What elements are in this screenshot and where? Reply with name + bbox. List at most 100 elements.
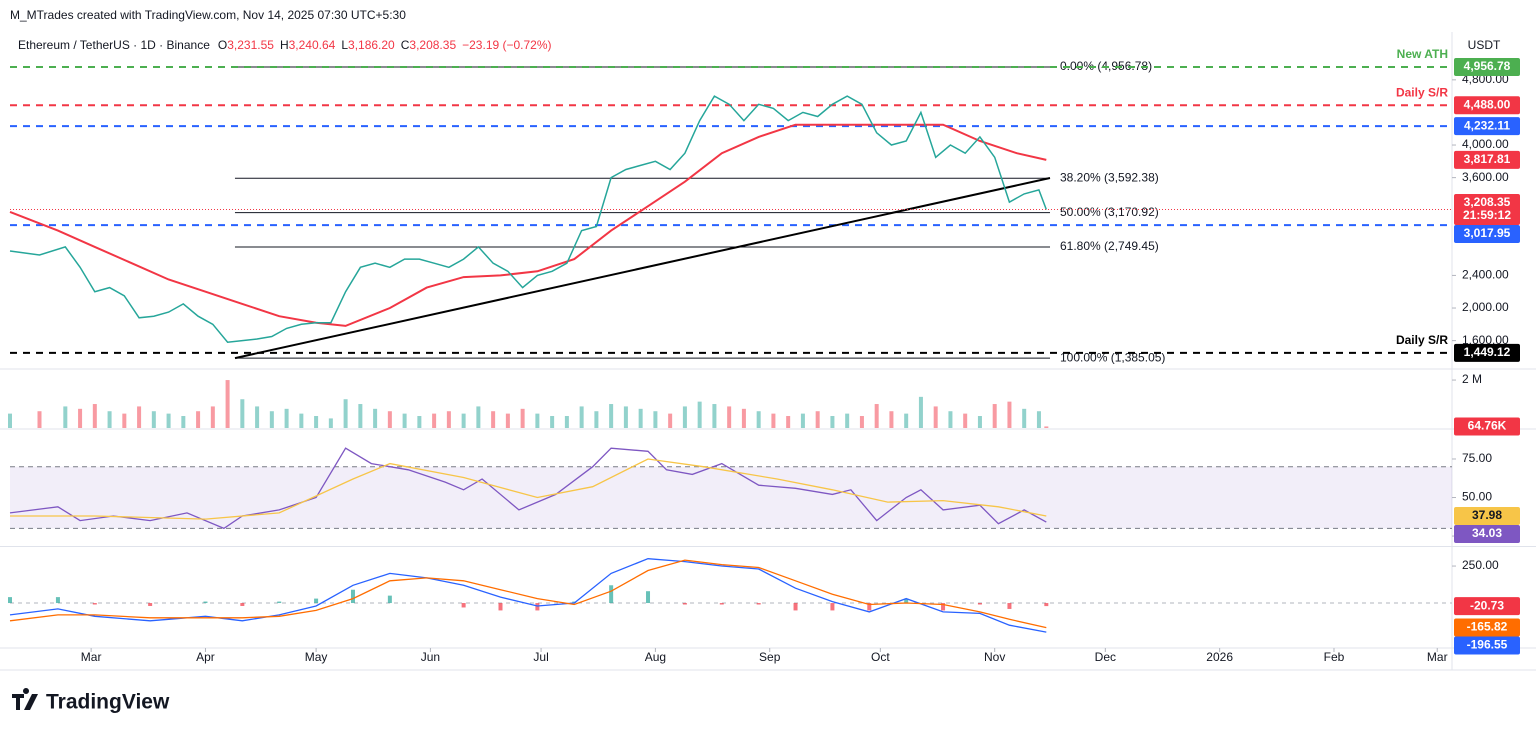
- price-tag: [1454, 507, 1520, 526]
- ohlc-key: L: [341, 38, 348, 52]
- volume-bar: [800, 413, 805, 428]
- histogram-bar: [941, 603, 946, 611]
- y-tick-label: 75.00: [1462, 451, 1492, 465]
- histogram-bar: [314, 598, 319, 604]
- price-tag: [1454, 636, 1520, 655]
- volume-bar: [491, 411, 496, 428]
- volume-bar: [166, 413, 171, 428]
- x-tick-label: May: [305, 650, 328, 664]
- x-tick-label: Dec: [1095, 650, 1116, 664]
- volume-bar: [756, 411, 761, 428]
- volume-bar: [845, 413, 850, 428]
- price-tag-label: 4,488.00: [1464, 97, 1511, 111]
- price-tag-label: 3,208.35: [1464, 195, 1511, 209]
- y-tick-label: 250.00: [1462, 558, 1499, 572]
- x-tick-label: 2026: [1206, 650, 1233, 664]
- rsi-line: [9, 447, 1047, 530]
- volume-bar: [122, 413, 127, 428]
- level-text: Daily S/R: [1396, 333, 1448, 347]
- price-tag: [1454, 597, 1520, 616]
- volume-bar: [771, 413, 776, 428]
- volume-bar: [830, 416, 835, 428]
- price-tag-label: 3,817.81: [1464, 152, 1511, 166]
- histogram-bar: [682, 603, 687, 605]
- volume-bar: [196, 411, 201, 428]
- volume-bar: [461, 413, 466, 428]
- volume-bar: [181, 416, 186, 428]
- volume-bar: [269, 411, 274, 428]
- ohlc-value: 3,186.20: [348, 38, 395, 52]
- volume-bar: [1044, 426, 1049, 428]
- macd-line: [9, 558, 1047, 633]
- volume-bar: [948, 411, 953, 428]
- x-tick-label: Sep: [759, 650, 781, 664]
- y-tick-label: 4,000.00: [1462, 137, 1509, 151]
- volume-bar: [343, 399, 348, 428]
- logo: TradingView: [12, 688, 170, 714]
- volume-bar: [1007, 401, 1012, 428]
- volume-bar: [933, 406, 938, 428]
- volume-bar: [284, 408, 289, 428]
- y-tick-label: 2,000.00: [1462, 300, 1509, 314]
- volume-bar: [92, 404, 97, 428]
- volume-bar: [623, 406, 628, 428]
- histogram-bar: [148, 603, 153, 606]
- histogram-bar: [55, 597, 60, 604]
- volume-bar: [328, 418, 333, 428]
- fib-label: 50.00% (3,170.92): [1060, 205, 1159, 219]
- volume-bar: [520, 408, 525, 428]
- price-line: [9, 95, 1048, 343]
- volume-bar: [697, 401, 702, 428]
- histogram-bar: [1007, 603, 1012, 609]
- ohlc-key: H: [280, 38, 289, 52]
- volume-bar: [963, 413, 968, 428]
- histogram-bar: [830, 603, 835, 611]
- price-tag: [1454, 58, 1520, 77]
- price-tag-label: 34.03: [1472, 526, 1502, 540]
- y-tick-label: 3,600.00: [1462, 170, 1509, 184]
- price-tag-label: 4,956.78: [1464, 59, 1511, 73]
- volume-bar: [727, 406, 732, 428]
- x-tick-label: Jul: [533, 650, 548, 664]
- macd-line: [9, 559, 1047, 629]
- volume-bar: [741, 408, 746, 428]
- symbol-line: Ethereum / TetherUS · 1D · Binance O3,231…: [18, 38, 552, 52]
- volume-bar: [535, 413, 540, 428]
- volume-bar: [579, 406, 584, 428]
- volume-bar: [63, 406, 68, 428]
- volume-bar: [550, 416, 555, 428]
- volume-bar: [210, 406, 215, 428]
- volume-bar: [107, 411, 112, 428]
- histogram-bar: [8, 597, 12, 604]
- price-tag-label: 4,232.11: [1464, 118, 1510, 132]
- fib-label: 100.00% (1,385.05): [1060, 350, 1165, 364]
- volume-bar: [402, 413, 407, 428]
- histogram-bar: [92, 603, 97, 605]
- volume-bar: [712, 404, 717, 428]
- ohlc-value: 3,208.35: [409, 38, 456, 52]
- rsi-band: [10, 466, 1452, 529]
- price-tag-label: 64.76K: [1468, 419, 1507, 433]
- histogram-bar: [277, 601, 282, 604]
- volume-bar: [594, 411, 599, 428]
- price-tag-label: 37.98: [1472, 508, 1502, 522]
- x-tick-label: Aug: [645, 650, 666, 664]
- volume-bar: [78, 408, 83, 428]
- volume-bar: [417, 416, 422, 428]
- x-tick-label: Jun: [421, 650, 440, 664]
- volume-bar: [476, 406, 481, 428]
- volume-bar: [889, 411, 894, 428]
- price-tag-label: 1,449.12: [1464, 345, 1511, 359]
- volume-bar: [977, 416, 982, 428]
- volume-bar: [786, 416, 791, 428]
- y-tick-label: 2 M: [1462, 372, 1482, 386]
- volume-bar: [859, 416, 864, 428]
- histogram-bar: [609, 585, 614, 604]
- volume-bar: [564, 416, 569, 428]
- volume-bar: [373, 408, 378, 428]
- volume-bar: [1022, 408, 1027, 428]
- volume-bar: [638, 408, 643, 428]
- histogram-bar: [867, 603, 872, 611]
- price-tag: [1454, 96, 1520, 115]
